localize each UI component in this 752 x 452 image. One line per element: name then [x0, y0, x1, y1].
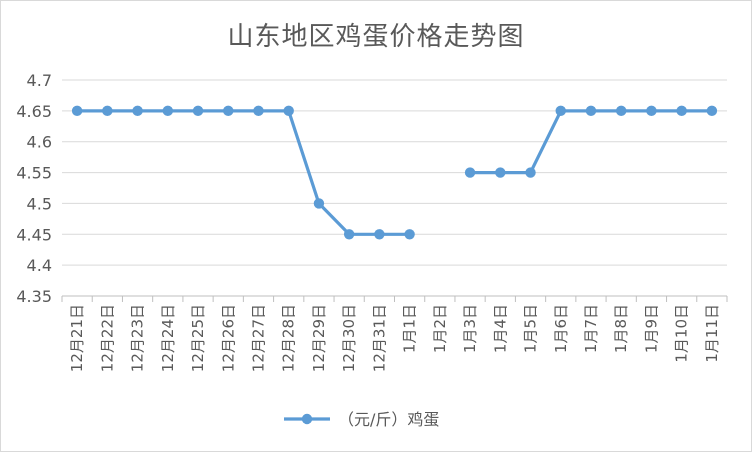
data-point	[283, 105, 294, 117]
x-tick-label: 1月1日	[401, 304, 419, 353]
y-tick-label: 4.35	[16, 287, 52, 306]
x-tick-label: 12月31日	[370, 304, 388, 372]
y-tick-label: 4.6	[27, 133, 52, 152]
data-point	[676, 105, 687, 117]
data-point	[374, 229, 385, 240]
x-tick-label: 12月21日	[68, 304, 86, 372]
data-point	[706, 105, 718, 117]
y-tick-label: 4.7	[27, 71, 52, 90]
series-layer	[71, 105, 718, 240]
x-tick-label: 12月23日	[129, 304, 147, 372]
data-point	[162, 105, 173, 117]
y-axis-ticks: 4.35 4.4 4.45 4.5 4.55 4.6 4.65 4.7	[16, 71, 52, 306]
data-point	[343, 229, 355, 240]
data-point	[555, 105, 566, 117]
x-tick-label: 12月29日	[310, 304, 328, 372]
legend-marker	[301, 413, 313, 425]
x-tick-label: 1月3日	[461, 304, 479, 353]
x-tick-label: 1月10日	[673, 304, 691, 363]
data-point	[192, 105, 204, 117]
x-tick-label: 12月24日	[159, 304, 177, 372]
x-tick-label: 1月6日	[552, 304, 570, 353]
data-point	[585, 105, 597, 117]
data-point	[102, 105, 113, 117]
x-tick-label: 12月30日	[340, 304, 358, 372]
y-tick-label: 4.4	[27, 256, 52, 275]
y-tick-label: 4.65	[16, 102, 52, 121]
x-tick-label: 1月2日	[431, 304, 449, 353]
x-tick-label: 12月22日	[98, 304, 116, 372]
x-tick-label: 12月26日	[219, 304, 237, 372]
data-point	[525, 167, 536, 178]
x-tick-label: 12月25日	[189, 304, 207, 372]
data-point	[495, 167, 506, 178]
x-tick-label: 1月9日	[642, 304, 660, 353]
gridlines	[62, 79, 727, 266]
data-point	[464, 167, 476, 178]
x-tick-label: 1月5日	[522, 304, 540, 353]
x-axis: 12月21日 12月22日 12月23日 12月24日 12月25日 12月26日 12月2…	[61, 295, 728, 372]
data-point	[253, 105, 264, 117]
x-tick-label: 1月7日	[582, 304, 600, 353]
x-tick-label: 1月4日	[491, 304, 509, 353]
data-point	[404, 229, 415, 240]
data-point	[132, 105, 143, 117]
y-tick-label: 4.55	[16, 164, 52, 183]
x-tick-label: 1月11日	[703, 304, 721, 363]
x-tick-label: 12月28日	[280, 304, 298, 372]
chart-title: 山东地区鸡蛋价格走势图	[227, 22, 525, 52]
data-point	[646, 105, 657, 117]
x-tick-label: 12月27日	[249, 304, 267, 372]
legend: （元/斤）鸡蛋	[284, 410, 439, 429]
data-point	[313, 198, 325, 209]
y-tick-label: 4.45	[16, 225, 52, 244]
data-point	[223, 105, 234, 117]
data-point	[616, 105, 627, 117]
legend-label: （元/斤）鸡蛋	[338, 410, 439, 429]
x-tick-label: 1月8日	[612, 304, 630, 353]
data-point	[71, 105, 83, 117]
y-tick-label: 4.5	[27, 194, 52, 213]
